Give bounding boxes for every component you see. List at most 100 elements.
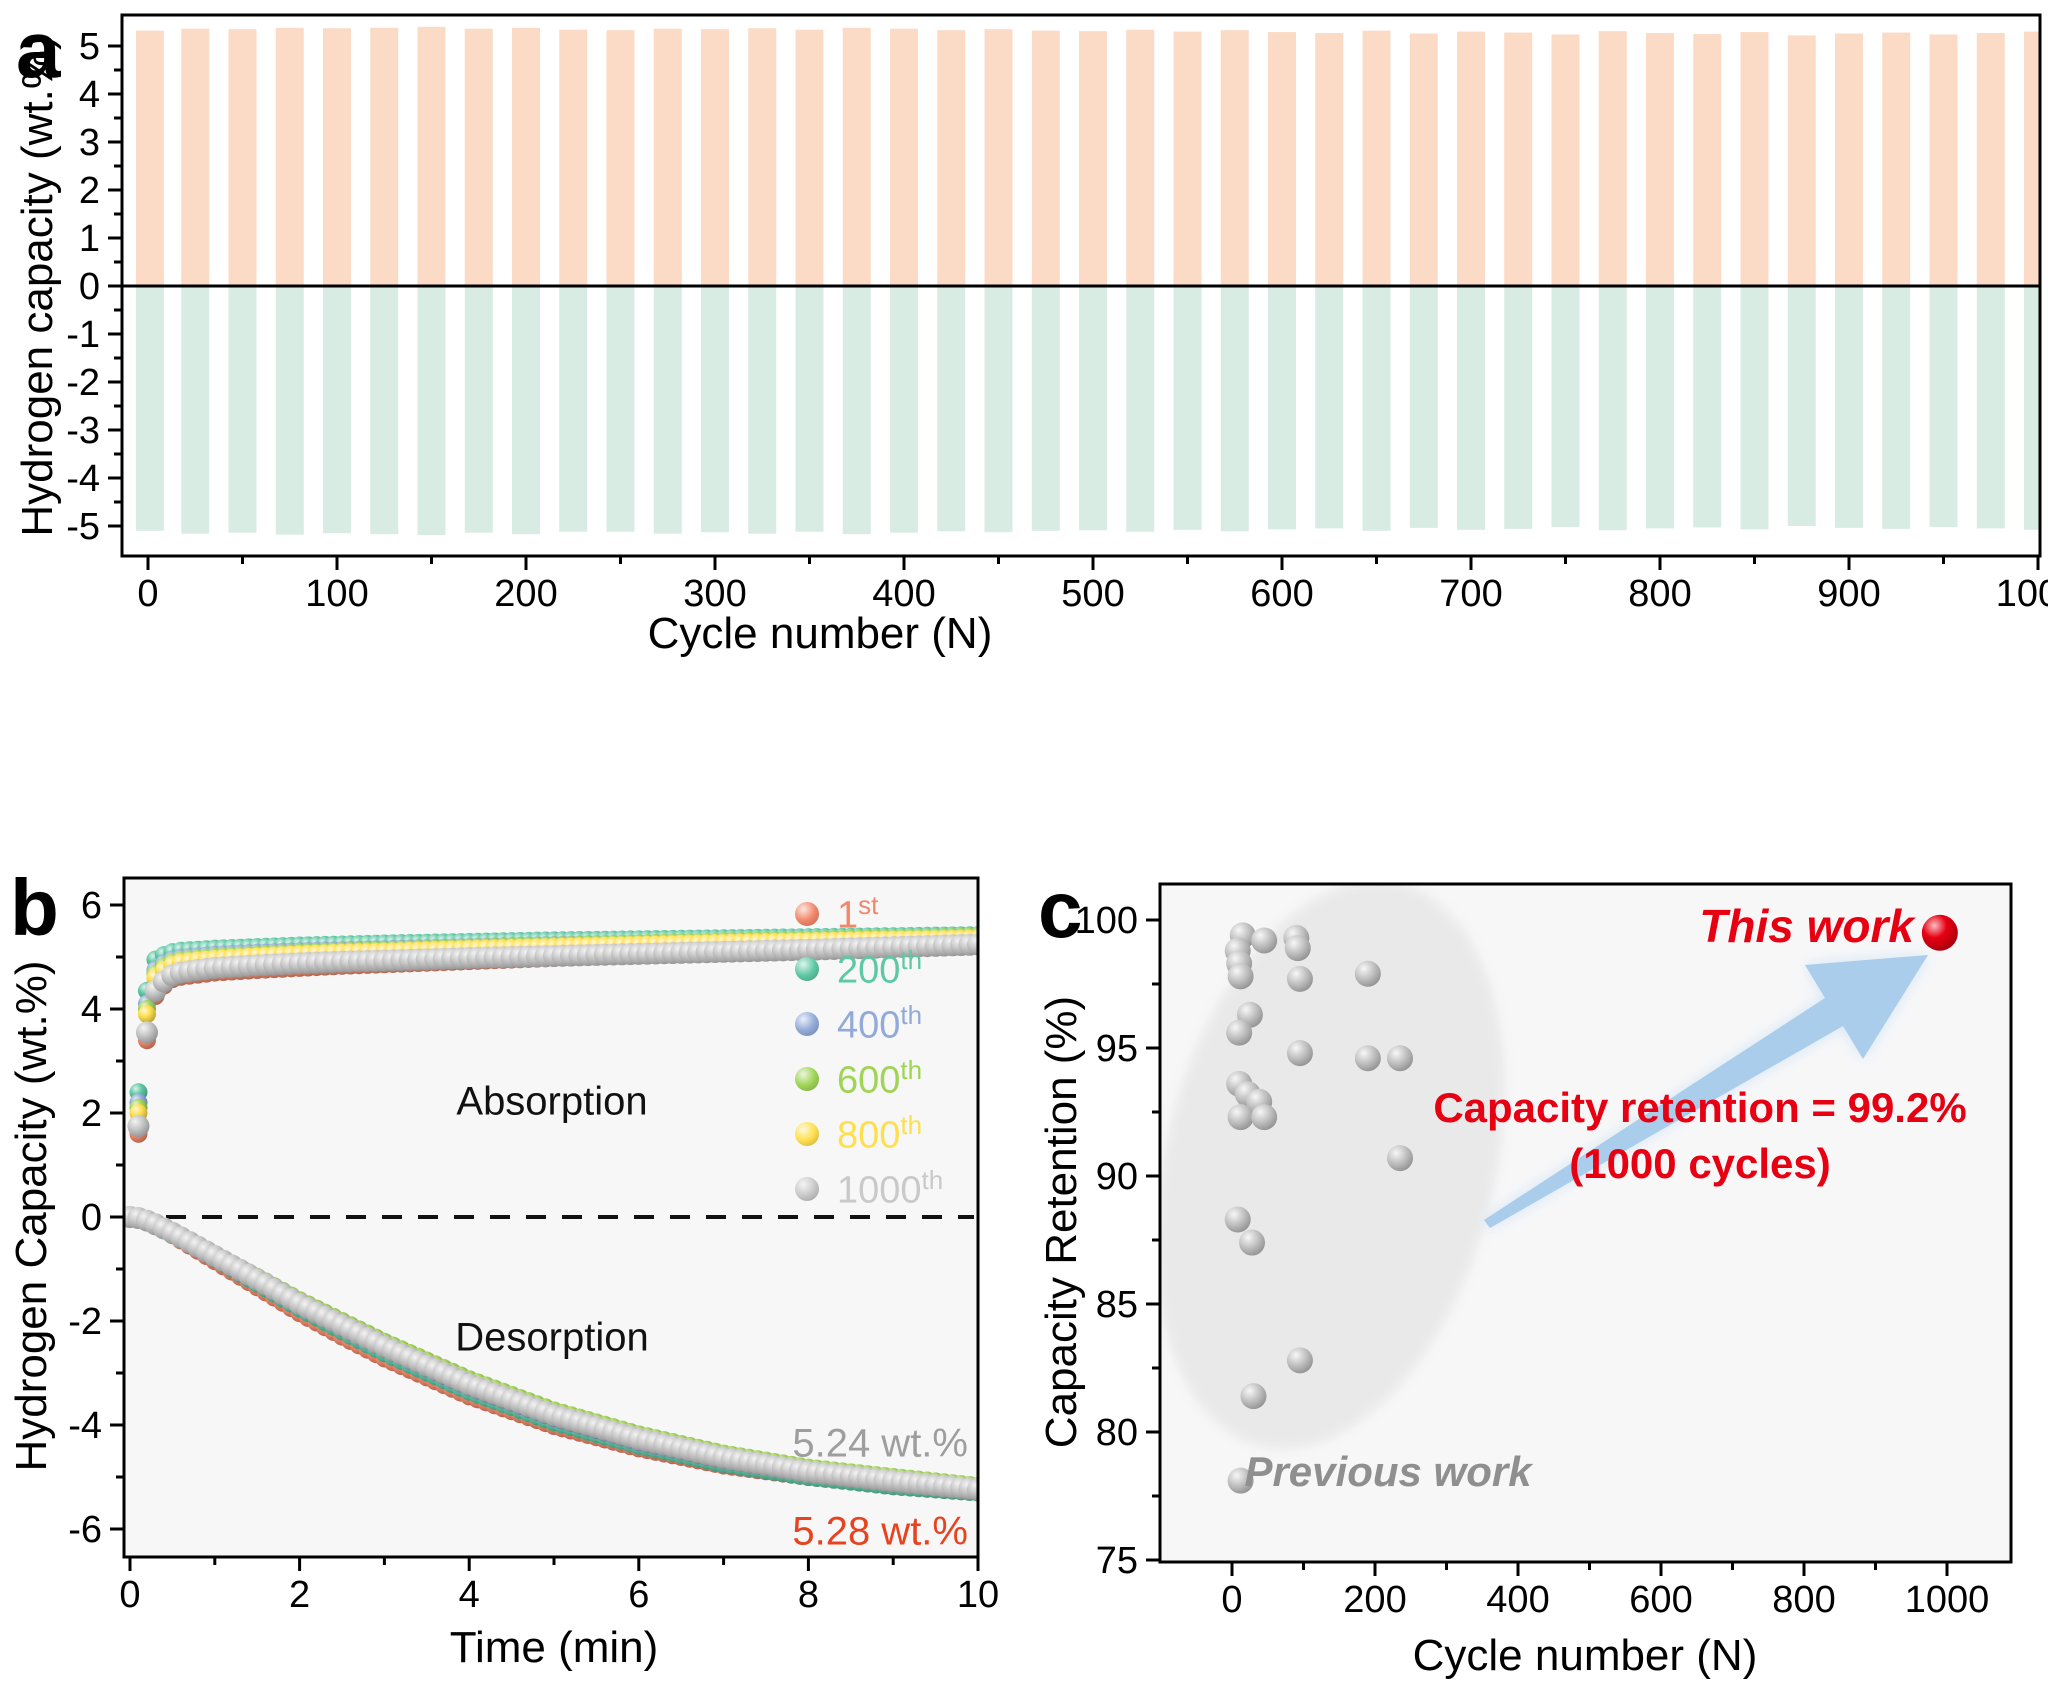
previous-work-point [1239,1229,1266,1256]
svg-text:100: 100 [1075,900,1138,942]
desorption-bar [653,286,682,534]
svg-text:0: 0 [1221,1579,1242,1621]
absorption-bar [2024,31,2040,286]
desorption-bar [464,286,493,533]
legend-marker-icon [795,956,819,981]
svg-text:2: 2 [81,1093,102,1135]
final-capacity-1st-label: 5.28 wt.% [792,1509,968,1554]
previous-work-point [1387,1145,1414,1172]
absorption-curve-1000th [124,933,978,1228]
absorption-bar [1929,34,1958,287]
svg-text:4: 4 [459,1574,480,1616]
legend-marker-icon [795,1176,819,1201]
svg-text:500: 500 [1061,573,1124,615]
panel-b-y-axis-title: Hydrogen Capacity (wt.%) [7,960,56,1472]
panel-b-background [124,878,978,1557]
svg-text:400: 400 [872,573,935,615]
desorption-bar [1315,286,1344,529]
absorption-bar [890,28,918,286]
desorption-bar [275,286,304,535]
svg-text:85: 85 [1096,1284,1138,1326]
desorption-bar [1457,286,1485,530]
absorption-bar [135,30,164,286]
absorption-bar [701,29,729,286]
panel-a-bars [135,26,2040,536]
svg-text:600: 600 [1250,573,1313,615]
legend-marker-icon [795,1121,819,1146]
absorption-label: Absorption [456,1079,648,1124]
absorption-bar [748,28,777,287]
desorption-bar [512,286,540,535]
previous-work-point [1227,1104,1254,1131]
svg-text:-1: -1 [66,314,100,356]
desorption-bar [135,286,164,531]
desorption-bar [795,286,824,532]
absorption-bar [1409,33,1438,286]
panel-c-y-axis-title: Capacity Retention (%) [1037,995,1086,1449]
desorption-curve-1000th [124,1206,978,1501]
legend: 1st 200th 400th 600th 800th 1000th [795,886,943,1216]
panel-c-x-axis-title: Cycle number (N) [1412,1631,1758,1680]
absorption-bar [1457,31,1485,286]
desorption-bar [1929,286,1958,527]
desorption-bar [890,286,918,533]
absorption-bar [937,30,966,286]
this-work-label: This work [1699,900,1914,952]
previous-work-point [1387,1045,1414,1072]
panel-a-letter: a [16,5,61,94]
previous-work-point [1354,960,1381,987]
previous-work-label: Previous work [1244,1448,1532,1495]
absorption-bar [1079,31,1107,287]
previous-work-point [1284,935,1311,962]
desorption-bar [228,286,257,533]
svg-text:0: 0 [79,266,100,308]
svg-text:1000: 1000 [1996,573,2048,615]
legend-item-400th: 400th [795,996,943,1051]
svg-text:200: 200 [494,573,557,615]
absorption-bar [984,29,1013,286]
absorption-bar [1126,29,1155,287]
legend-label: 1000th [837,1164,944,1212]
svg-text:0: 0 [81,1197,102,1239]
legend-item-200th: 200th [795,941,943,996]
desorption-bar [606,286,635,532]
svg-text:90: 90 [1096,1156,1138,1198]
desorption-bar [1126,286,1155,532]
desorption-bar [1031,286,1060,531]
legend-item-1st: 1st [795,886,943,941]
svg-text:10: 10 [957,1574,999,1616]
this-work-point [1921,914,1958,951]
panel-a-y-axis-title: Hydrogen capacity (wt.%) [13,35,62,537]
previous-work-point [1227,1467,1254,1494]
panel-b-x-axis-title: Time (min) [449,1623,659,1672]
legend-item-800th: 800th [795,1106,943,1161]
desorption-bar [842,286,871,535]
legend-item-600th: 600th [795,1051,943,1106]
desorption-bar [1409,286,1438,528]
svg-text:5: 5 [79,26,100,68]
previous-work-point [1224,1206,1251,1233]
desorption-bar [1787,286,1816,526]
svg-text:600: 600 [1629,1579,1692,1621]
desorption-bar [323,286,351,534]
absorption-bar [1598,31,1627,287]
legend-label: 600th [837,1054,923,1102]
panel-a-x-axis-title: Cycle number (N) [647,609,993,658]
legend-marker-icon [795,1011,819,1036]
previous-work-point [1226,1019,1253,1046]
svg-text:80: 80 [1096,1412,1138,1454]
previous-work-point [1286,965,1313,992]
desorption-bar [984,286,1013,533]
desorption-label: Desorption [455,1315,649,1360]
svg-text:8: 8 [798,1574,819,1616]
absorption-bar [606,30,635,286]
svg-text:300: 300 [683,573,746,615]
panel-c-axes: 100 95 90 85 80 75 0 200 400 600 800 1000 [1075,882,2013,1621]
svg-text:0: 0 [137,573,158,615]
absorption-bar [1740,32,1769,286]
svg-text:2: 2 [79,170,100,212]
legend-label: 200th [837,944,923,992]
desorption-bar [1693,286,1722,528]
absorption-bar [1031,30,1060,286]
svg-text:-4: -4 [66,458,100,500]
